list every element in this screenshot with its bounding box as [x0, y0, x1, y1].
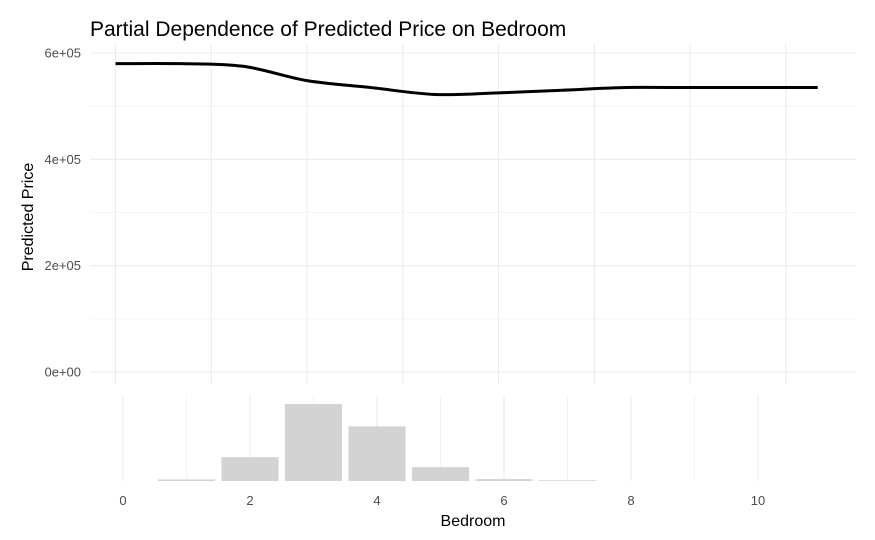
histogram-bar	[538, 480, 597, 481]
histogram-bar	[411, 467, 470, 481]
y-tick-label: 0e+00	[44, 365, 81, 380]
top-gridlines	[90, 44, 856, 384]
histogram-bar	[157, 479, 216, 481]
histogram-bar	[284, 404, 343, 481]
x-tick-label: 0	[119, 493, 126, 508]
x-axis-title: Bedroom	[441, 513, 506, 530]
x-tick-label: 6	[500, 493, 507, 508]
y-tick-label: 2e+05	[44, 258, 81, 273]
histogram-bar	[221, 457, 279, 481]
bottom-histogram-bars	[157, 404, 597, 481]
y-tick-label: 6e+05	[44, 46, 81, 61]
x-tick-label: 2	[246, 493, 253, 508]
x-tick-label: 10	[751, 493, 765, 508]
x-tick-label: 4	[373, 493, 380, 508]
y-axis-title: Predicted Price	[20, 163, 37, 272]
x-tick-label: 8	[627, 493, 634, 508]
top-y-tick-labels: 0e+00 2e+05 4e+05 6e+05	[44, 46, 81, 380]
top-plot-series	[115, 61, 818, 97]
chart-title: Partial Dependence of Predicted Price on…	[90, 18, 566, 41]
partial-dependence-line	[115, 61, 818, 97]
y-tick-label: 4e+05	[44, 152, 81, 167]
histogram-bar	[348, 426, 406, 481]
histogram-bar	[475, 479, 533, 481]
bottom-x-tick-labels: 0 2 4 6 8 10	[119, 493, 765, 508]
